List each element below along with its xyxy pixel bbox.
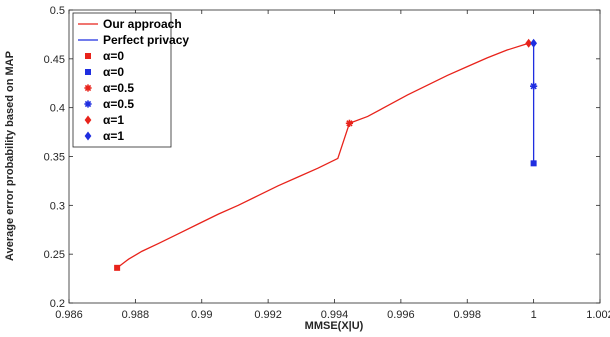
data-point-square-blue [530,160,537,167]
legend-swatch-asterisk-red [84,84,92,92]
data-point-square-blue-shape [530,160,537,167]
data-point-square-red-shape [114,264,121,271]
data-point-diamond-red-shape [525,38,533,48]
x-tick-label: 0.998 [453,309,481,321]
legend-label: α=0.5 [103,81,134,95]
x-tick-label: 0.992 [254,309,282,321]
legend-swatch-square-red [85,53,91,59]
legend-label: Perfect privacy [103,33,189,47]
y-tick-label: 0.2 [50,298,65,310]
x-axis-label: MMSE(X|U) [305,320,364,332]
y-tick-label: 0.35 [44,152,65,164]
y-tick-label: 0.45 [44,54,65,66]
legend-label: Our approach [103,17,182,31]
data-point-diamond-blue [530,38,537,48]
legend-label: α=1 [103,113,124,127]
axis-ticks: 0.986 0.988 0.99 0.992 0.994 0.996 0.998 1 1.002… [44,5,610,321]
legend-swatch-asterisk-red-stroke [84,84,92,92]
legend-box [72,12,172,148]
y-axis-label: Average error probability based on MAP [4,51,16,261]
legend-swatch-diamond-red [84,115,92,125]
legend-label: α=0 [103,65,124,79]
data-point-asterisk-blue-stroke [530,83,537,90]
x-tick-label: 0.986 [55,309,83,321]
data-markers [114,38,538,271]
y-tick-label: 0.4 [50,103,65,115]
data-point-asterisk-red [345,119,354,127]
x-tick-label: 1.002 [586,309,610,321]
legend-swatch-asterisk-blue-stroke [84,100,92,108]
y-tick-label: 0.25 [44,249,65,261]
legend-label: α=0.5 [103,97,134,111]
data-point-asterisk-blue [530,82,538,90]
data-point-diamond-red [525,38,533,48]
legend-swatch-diamond-blue-shape [84,131,92,141]
legend-swatch-diamond-blue [84,131,92,141]
legend-swatch-diamond-red-shape [84,115,92,125]
data-point-square-red [114,264,121,271]
legend-swatch-square-red-shape [85,53,91,59]
legend-swatch-asterisk-blue [84,100,92,108]
legend-swatch-square-blue-shape [85,69,91,75]
y-tick-label: 0.3 [50,200,65,212]
series-our-approach-line [116,42,529,269]
legend-swatch-square-blue [85,69,91,75]
x-tick-label: 1 [531,309,537,321]
data-point-asterisk-red-stroke [346,120,353,127]
legend-label: α=0 [103,49,124,63]
x-tick-label: 0.988 [122,309,150,321]
x-tick-label: 0.99 [191,309,212,321]
data-point-diamond-blue-shape [530,38,537,48]
legend-label: α=1 [103,129,124,143]
x-tick-label: 0.996 [387,309,415,321]
y-tick-label: 0.5 [50,5,65,17]
x-tick-label: 0.994 [321,309,349,321]
legend: Our approach Perfect privacy α=0 α=0 α=0.5 α=… [72,12,189,148]
